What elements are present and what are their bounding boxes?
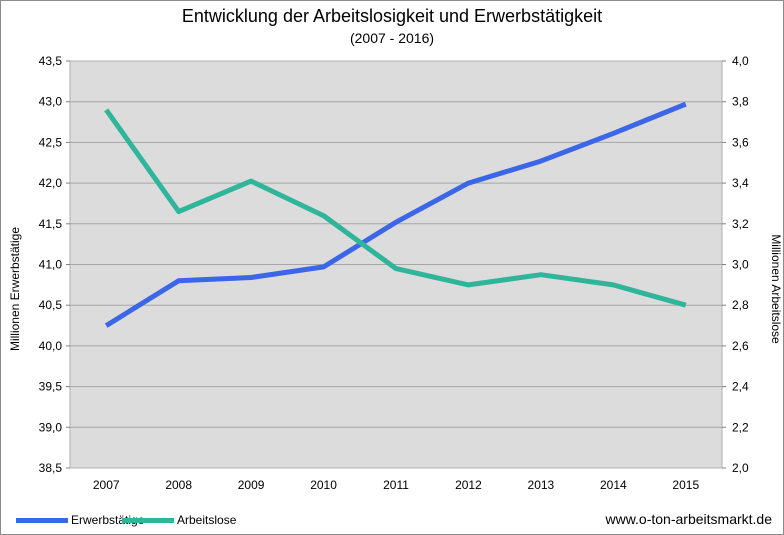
legend-swatch [16,517,68,523]
y-right-tick-label: 3,2 [732,217,749,231]
y-left-tick-label: 43,5 [39,54,63,68]
series-lines [104,101,687,328]
series-line-arbeitslose [104,108,687,308]
y-right-tick-label: 3,0 [732,258,749,272]
y-right-tick-label: 3,4 [732,176,749,190]
x-tick-label: 2007 [93,478,120,492]
series-line-erwerbstaetige [104,101,687,328]
y-right-tick-label: 2,4 [732,380,749,394]
left-axis: 38,5 39,0 39,5 40,0 40,5 41,0 41,5 42,0 42,5 43,0… [39,54,70,475]
y-left-tick-label: 39,0 [39,420,63,434]
y-left-tick-label: 40,0 [39,339,63,353]
y-right-tick-label: 2,2 [732,420,749,434]
x-tick-label: 2008 [165,478,192,492]
x-tick-label: 2009 [238,478,265,492]
x-tick-label: 2012 [455,478,482,492]
x-tick-label: 2014 [600,478,627,492]
legend-swatch [122,517,174,523]
legend-label: Erwerbstätige [71,513,145,527]
y-left-tick-label: 38,5 [39,461,63,475]
y-right-tick-label: 2,0 [732,461,749,475]
y-left-tick-label: 39,5 [39,380,63,394]
x-tick-label: 2013 [528,478,555,492]
y-right-tick-label: 3,6 [732,135,749,149]
chart-subtitle: (2007 - 2016) [349,30,435,46]
legend-label: Arbeitslose [177,513,237,527]
chart-title: Entwicklung der Arbeitslosigkeit und Erw… [181,6,603,26]
y-left-tick-label: 41,5 [39,217,63,231]
y-left-axis-title: Millionen Erwerbstätige [8,227,22,351]
source-link[interactable]: www.o-ton-arbeitsmarkt.de [605,511,772,527]
y-right-axis-title: Millionen Arbeitslose [769,234,783,344]
right-axis: 2,0 2,2 2,4 2,6 2,8 3,0 3,2 3,4 3,6 3,8 4,0 [722,54,749,475]
y-right-tick-label: 2,8 [732,298,749,312]
y-left-tick-label: 41,0 [39,258,63,272]
y-left-tick-label: 40,5 [39,298,63,312]
x-tick-label: 2015 [672,478,699,492]
y-right-tick-label: 3,8 [732,95,749,109]
y-left-tick-label: 43,0 [39,95,63,109]
y-left-tick-label: 42,0 [39,176,63,190]
x-axis: 2007 2008 2009 2010 2011 2012 2013 2014 2015 [93,478,700,492]
x-tick-label: 2011 [383,478,409,492]
legend-item-arbeitslose: Arbeitslose [122,512,236,528]
legend-item-erwerbstaetige: Erwerbstätige [16,512,144,528]
y-left-tick-label: 42,5 [39,135,63,149]
y-right-tick-label: 4,0 [732,54,749,68]
x-tick-label: 2010 [310,478,337,492]
gridlines [70,101,722,428]
y-right-tick-label: 2,6 [732,339,749,353]
